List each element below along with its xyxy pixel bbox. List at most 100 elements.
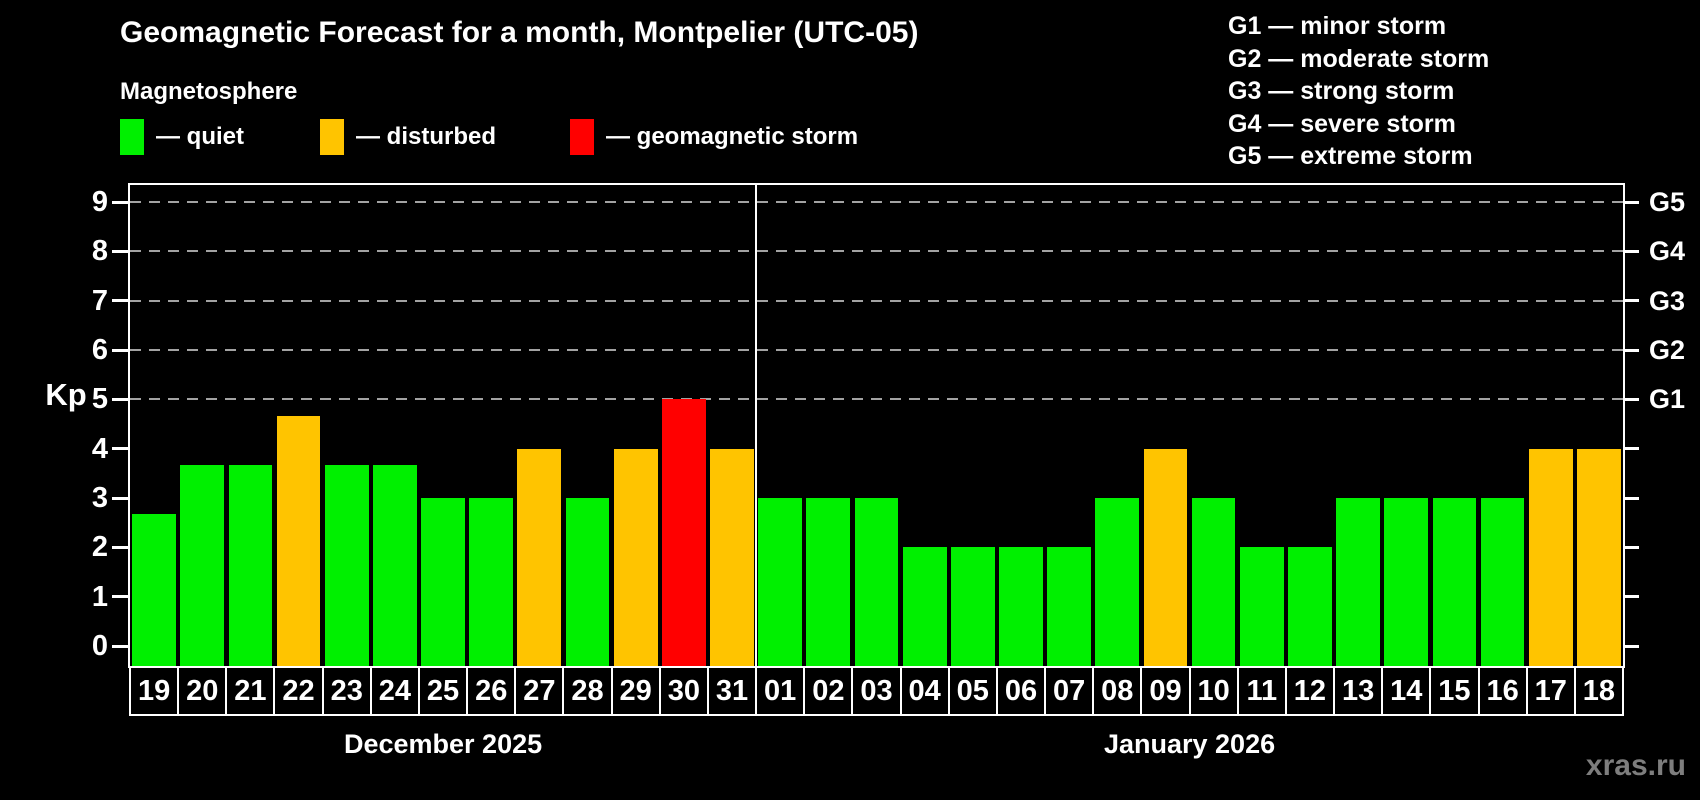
bar-january-15 [1432, 498, 1477, 666]
month-divider [755, 185, 758, 666]
legend-label-storm: — geomagnetic storm [606, 123, 859, 150]
gridline-kp7 [130, 299, 1623, 302]
day-label-january-03: 03 [851, 666, 902, 716]
y-tick-right-8 [1623, 249, 1639, 253]
legend-label-disturbed: — disturbed [356, 123, 497, 150]
bar-december-22 [276, 415, 321, 666]
g-axis-label-g3: G3 [1649, 285, 1686, 316]
day-label-january-11: 11 [1236, 666, 1287, 716]
day-label-december-30: 30 [658, 666, 709, 716]
y-tick-left-9 [112, 200, 128, 204]
bar-january-12 [1288, 547, 1332, 666]
storm-scale-item-g4: G4 — severe storm [1228, 109, 1456, 138]
day-label-january-15: 15 [1429, 666, 1480, 716]
day-label-january-02: 02 [803, 666, 854, 716]
g-axis-label-g2: G2 [1649, 335, 1686, 366]
storm-scale-item-g5: G5 — extreme storm [1228, 142, 1473, 170]
day-label-january-18: 18 [1573, 666, 1624, 716]
day-label-january-09: 09 [1140, 666, 1191, 716]
day-label-january-16: 16 [1477, 666, 1528, 716]
bar-january-17 [1528, 448, 1573, 666]
y-tick-label-9: 9 [91, 186, 108, 219]
day-label-december-20: 20 [177, 666, 228, 716]
bar-december-26 [469, 498, 514, 666]
day-label-december-29: 29 [610, 666, 661, 716]
day-label-january-13: 13 [1333, 666, 1384, 716]
chart-subtitle: Magnetosphere [120, 78, 298, 105]
bar-january-01 [758, 498, 803, 666]
y-tick-right-4 [1623, 447, 1639, 451]
day-label-december-24: 24 [369, 666, 420, 716]
y-tick-label-3: 3 [91, 482, 108, 514]
legend-label-quiet: — quiet [156, 123, 244, 150]
y-tick-right-7 [1623, 299, 1639, 303]
bar-january-04 [902, 547, 947, 666]
bar-december-30 [661, 399, 706, 666]
day-label-december-23: 23 [321, 666, 372, 716]
day-label-january-17: 17 [1525, 666, 1576, 716]
day-label-january-08: 08 [1092, 666, 1143, 716]
bar-january-02 [806, 498, 851, 666]
y-tick-label-5: 5 [91, 383, 108, 416]
day-label-january-07: 07 [1044, 666, 1095, 716]
y-tick-label-0: 0 [91, 630, 108, 662]
bar-december-29 [613, 448, 658, 666]
gridline-kp6 [130, 349, 1623, 352]
y-tick-label-8: 8 [91, 235, 108, 268]
y-tick-label-1: 1 [91, 580, 108, 613]
bar-january-05 [950, 547, 995, 666]
storm-scale-item-g3: G3 — strong storm [1228, 77, 1455, 105]
y-tick-right-0 [1623, 644, 1639, 648]
day-label-december-31: 31 [706, 666, 758, 716]
g-axis-label-g4: G4 [1649, 236, 1686, 267]
y-tick-left-1 [112, 595, 128, 599]
y-tick-right-6 [1623, 348, 1639, 352]
legend-swatch-storm-icon [570, 119, 594, 155]
y-tick-left-2 [112, 545, 128, 549]
day-label-december-22: 22 [273, 666, 324, 716]
y-tick-right-9 [1623, 200, 1639, 204]
day-label-december-28: 28 [562, 666, 613, 716]
bar-january-13 [1336, 498, 1380, 666]
gridline-kp5 [130, 398, 1623, 401]
storm-scale-legend: G1 — minor storm G2 — moderate storm G3 — … [1228, 10, 1489, 173]
day-label-december-26: 26 [466, 666, 517, 716]
bar-december-24 [373, 464, 417, 666]
day-label-december-27: 27 [514, 666, 565, 716]
bar-january-06 [999, 547, 1043, 666]
day-label-january-12: 12 [1284, 666, 1336, 716]
day-label-january-05: 05 [947, 666, 998, 716]
y-tick-label-7: 7 [91, 284, 108, 317]
y-tick-label-4: 4 [91, 432, 108, 465]
y-tick-left-7 [112, 299, 128, 303]
y-tick-label-6: 6 [91, 334, 108, 367]
storm-scale-item-g2: G2 — moderate storm [1228, 44, 1490, 73]
gridline-kp9 [130, 201, 1623, 204]
bar-january-11 [1239, 547, 1284, 666]
day-label-january-14: 14 [1381, 666, 1432, 716]
gridline-kp8 [130, 250, 1623, 253]
y-tick-label-2: 2 [91, 531, 108, 564]
legend-swatch-disturbed-icon [320, 119, 344, 155]
chart-title: Geomagnetic Forecast for a month, Montpe… [120, 16, 919, 49]
bar-january-07 [1047, 547, 1091, 666]
bar-december-28 [565, 498, 610, 666]
bar-january-09 [1143, 448, 1188, 666]
watermark: xras.ru [1585, 749, 1686, 782]
y-tick-right-2 [1623, 545, 1639, 549]
y-tick-left-0 [112, 644, 128, 648]
day-label-december-19: 19 [129, 666, 180, 716]
month-label-january-2026: January 2026 [1103, 729, 1276, 759]
storm-scale-item-g1: G1 — minor storm [1228, 12, 1447, 40]
bar-december-27 [517, 448, 562, 666]
y-tick-left-6 [112, 348, 128, 352]
kp-axis-label: Kp [45, 377, 87, 412]
bar-january-18 [1577, 448, 1621, 666]
month-label-december-2025: December 2025 [343, 729, 543, 759]
bar-december-19 [132, 514, 176, 666]
day-label-january-10: 10 [1188, 666, 1239, 716]
day-label-january-01: 01 [755, 666, 806, 716]
y-tick-left-5 [112, 397, 128, 401]
bar-december-25 [421, 498, 465, 666]
